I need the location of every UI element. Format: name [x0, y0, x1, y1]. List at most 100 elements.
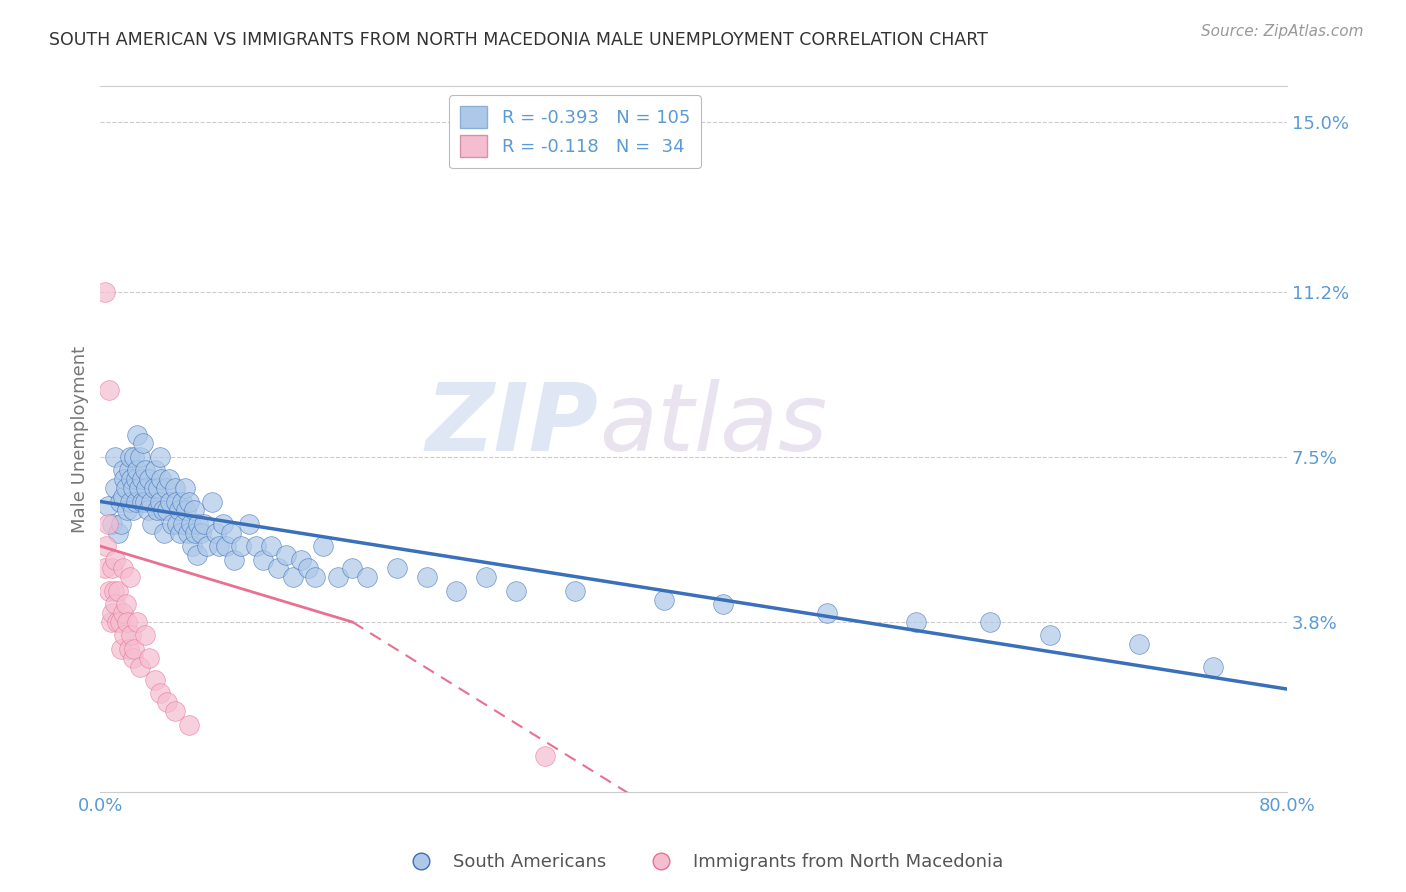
Point: [139, 494, 162, 508]
Point: [125, 494, 148, 508]
Text: Source: ZipAtlas.com: Source: ZipAtlas.com: [1201, 24, 1364, 39]
Point: [107, 583, 129, 598]
Point: [179, 717, 201, 731]
Point: [169, 525, 191, 540]
Point: [231, 539, 253, 553]
Point: [149, 450, 172, 464]
Point: [534, 749, 557, 764]
Point: [181, 539, 204, 553]
Point: [138, 650, 160, 665]
Point: [446, 583, 468, 598]
Point: [136, 503, 159, 517]
Point: [212, 516, 235, 531]
Point: [96, 539, 118, 553]
Point: [173, 481, 195, 495]
Point: [564, 583, 586, 598]
Point: [312, 539, 335, 553]
Point: [187, 516, 209, 531]
Point: [149, 494, 172, 508]
Point: [815, 606, 838, 620]
Point: [129, 450, 152, 464]
Point: [711, 597, 734, 611]
Point: [1202, 659, 1225, 673]
Point: [117, 463, 139, 477]
Point: [122, 481, 145, 495]
Point: [114, 597, 136, 611]
Point: [128, 481, 150, 495]
Point: [304, 570, 326, 584]
Point: [150, 472, 173, 486]
Point: [165, 494, 187, 508]
Point: [148, 481, 170, 495]
Point: [127, 427, 149, 442]
Point: [297, 561, 319, 575]
Point: [167, 503, 190, 517]
Point: [652, 592, 675, 607]
Point: [290, 552, 312, 566]
Point: [107, 525, 129, 540]
Point: [104, 450, 127, 464]
Point: [283, 570, 305, 584]
Point: [155, 481, 177, 495]
Point: [121, 472, 143, 486]
Point: [117, 641, 139, 656]
Point: [131, 472, 153, 486]
Point: [274, 548, 297, 562]
Text: atlas: atlas: [599, 379, 827, 470]
Point: [121, 628, 143, 642]
Point: [138, 472, 160, 486]
Point: [179, 494, 201, 508]
Point: [166, 516, 188, 531]
Point: [215, 539, 238, 553]
Point: [111, 463, 134, 477]
Point: [905, 615, 928, 629]
Point: [208, 539, 231, 553]
Point: [219, 525, 242, 540]
Point: [156, 503, 179, 517]
Point: [245, 539, 267, 553]
Point: [342, 561, 364, 575]
Point: [134, 463, 156, 477]
Point: [122, 650, 145, 665]
Point: [160, 516, 183, 531]
Text: SOUTH AMERICAN VS IMMIGRANTS FROM NORTH MACEDONIA MALE UNEMPLOYMENT CORRELATION : SOUTH AMERICAN VS IMMIGRANTS FROM NORTH …: [49, 31, 988, 49]
Point: [415, 570, 437, 584]
Point: [153, 525, 176, 540]
Point: [94, 561, 117, 575]
Point: [108, 615, 131, 629]
Point: [101, 606, 124, 620]
Point: [118, 570, 141, 584]
Point: [157, 472, 180, 486]
Point: [1128, 637, 1150, 651]
Point: [200, 494, 222, 508]
Point: [172, 516, 194, 531]
Point: [156, 695, 179, 709]
Point: [134, 628, 156, 642]
Point: [124, 450, 146, 464]
Point: [979, 615, 1001, 629]
Point: [141, 516, 163, 531]
Point: [163, 481, 186, 495]
Point: [125, 472, 148, 486]
Point: [111, 561, 134, 575]
Point: [98, 383, 121, 397]
Point: [110, 641, 132, 656]
Point: [97, 499, 120, 513]
Point: [326, 570, 349, 584]
Point: [110, 516, 132, 531]
Point: [183, 503, 205, 517]
Point: [111, 606, 134, 620]
Point: [205, 525, 228, 540]
Point: [195, 539, 218, 553]
Point: [143, 463, 166, 477]
Y-axis label: Male Unemployment: Male Unemployment: [72, 345, 89, 533]
Point: [105, 615, 128, 629]
Point: [252, 552, 274, 566]
Point: [152, 503, 174, 517]
Point: [97, 516, 120, 531]
Point: [129, 659, 152, 673]
Point: [260, 539, 283, 553]
Point: [176, 503, 198, 517]
Point: [127, 463, 149, 477]
Point: [170, 494, 193, 508]
